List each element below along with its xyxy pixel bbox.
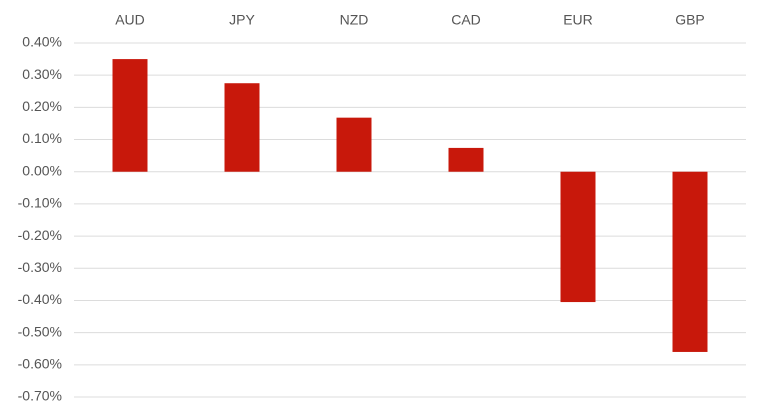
bar-aud	[112, 59, 148, 172]
bar-jpy	[224, 83, 260, 172]
category-label-nzd: NZD	[340, 12, 369, 28]
y-axis: 0.40% 0.30% 0.20% 0.10% 0.00% -0.10% -0.20% -0.…	[18, 34, 62, 404]
y-tick-label: 0.10%	[22, 130, 62, 146]
y-tick-label: -0.50%	[18, 323, 62, 339]
bar-gbp	[672, 171, 708, 352]
y-tick-label: 0.20%	[22, 98, 62, 114]
bar-nzd	[336, 117, 372, 172]
y-tick-label: 0.30%	[22, 66, 62, 82]
category-label-gbp: GBP	[675, 12, 705, 28]
category-label-jpy: JPY	[229, 12, 255, 28]
y-tick-label: 0.00%	[22, 162, 62, 178]
bar-cad	[448, 147, 484, 172]
category-label-cad: CAD	[451, 12, 481, 28]
y-tick-label: -0.20%	[18, 227, 62, 243]
y-tick-label: -0.10%	[18, 195, 62, 211]
category-label-eur: EUR	[563, 12, 593, 28]
y-tick-label: -0.70%	[18, 388, 62, 404]
y-tick-label: -0.30%	[18, 259, 62, 275]
y-tick-label: -0.40%	[18, 291, 62, 307]
y-tick-label: -0.60%	[18, 356, 62, 372]
bar-eur	[560, 171, 596, 303]
bars	[112, 59, 708, 352]
x-axis-categories: AUD JPY NZD CAD EUR GBP	[115, 12, 705, 28]
gridlines	[74, 42, 746, 398]
y-tick-label: 0.40%	[22, 34, 62, 50]
category-label-aud: AUD	[115, 12, 145, 28]
